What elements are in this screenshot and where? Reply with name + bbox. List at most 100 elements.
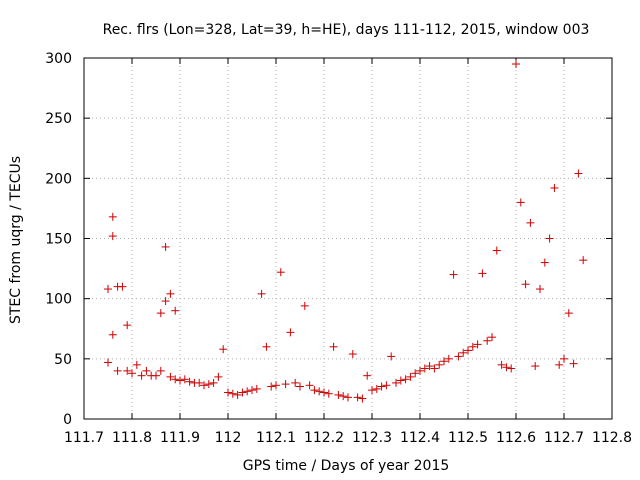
data-point xyxy=(368,386,376,395)
data-point xyxy=(387,352,396,361)
data-point xyxy=(281,380,290,389)
data-point xyxy=(382,381,391,390)
y-tick-labels: 0 50 100 150 200 250 300 xyxy=(45,51,72,428)
data-point xyxy=(243,387,252,396)
data-point xyxy=(137,371,146,380)
x-tick-label: 112 xyxy=(215,430,242,446)
data-point xyxy=(444,354,453,363)
data-point xyxy=(334,390,343,399)
data-point xyxy=(569,359,578,368)
data-point xyxy=(502,363,511,372)
data-point xyxy=(420,364,429,373)
y-axis-label: STEC from uqrg / TECUs xyxy=(8,156,24,324)
data-point xyxy=(209,378,218,387)
data-point xyxy=(296,382,304,391)
data-point xyxy=(411,369,420,378)
data-point xyxy=(156,309,165,318)
data-point xyxy=(531,362,540,371)
data-point xyxy=(267,382,276,391)
y-tick-label: 250 xyxy=(45,111,72,127)
x-tick-label: 112.6 xyxy=(496,430,536,446)
data-point xyxy=(440,357,448,366)
data-point xyxy=(185,377,194,386)
y-tick-label: 300 xyxy=(45,51,72,67)
x-tick-label: 111.8 xyxy=(112,430,152,446)
grid xyxy=(84,58,612,419)
data-point xyxy=(560,354,568,363)
data-point xyxy=(492,246,501,255)
data-point xyxy=(488,333,496,342)
data-point xyxy=(564,309,573,318)
y-tick-label: 50 xyxy=(54,352,72,368)
data-point xyxy=(545,234,554,243)
data-point xyxy=(324,389,333,398)
data-point xyxy=(377,382,386,391)
data-point xyxy=(123,366,132,375)
data-point xyxy=(497,360,506,369)
data-point xyxy=(430,364,439,373)
data-point xyxy=(142,366,151,375)
data-point xyxy=(132,360,141,369)
data-point xyxy=(161,242,170,251)
data-point xyxy=(180,375,189,384)
data-point xyxy=(228,389,237,398)
x-tick-labels: 111.7 111.8 111.9 112 112.1 112.2 112.3 112.4 11… xyxy=(64,430,632,446)
data-point xyxy=(108,232,117,241)
data-point xyxy=(128,369,136,378)
data-point xyxy=(526,218,535,227)
data-point xyxy=(300,301,309,310)
data-point xyxy=(536,285,544,294)
data-point xyxy=(108,330,117,339)
data-point xyxy=(315,387,324,396)
data-point xyxy=(238,388,247,397)
data-point xyxy=(257,289,266,298)
x-axis-label: GPS time / Days of year 2015 xyxy=(243,458,450,474)
data-point xyxy=(512,60,520,69)
data-point xyxy=(108,212,117,221)
data-point xyxy=(200,381,208,390)
data-point xyxy=(416,366,424,375)
y-tick-label: 200 xyxy=(45,171,72,187)
data-point xyxy=(521,280,530,289)
data-point xyxy=(396,376,405,385)
data-point xyxy=(305,381,314,390)
data-point xyxy=(219,345,228,354)
data-points xyxy=(104,60,588,403)
data-point xyxy=(363,371,372,380)
data-point xyxy=(248,386,256,395)
y-tick-label: 100 xyxy=(45,292,72,308)
x-tick-label: 112.3 xyxy=(352,430,392,446)
data-point xyxy=(320,388,328,397)
data-point xyxy=(579,256,588,265)
data-point xyxy=(286,328,295,337)
data-point xyxy=(176,376,184,385)
data-point xyxy=(348,350,357,359)
data-point xyxy=(123,321,132,330)
x-tick-label: 112.1 xyxy=(256,430,296,446)
data-point xyxy=(171,306,180,315)
data-point xyxy=(339,392,348,401)
data-point xyxy=(262,342,271,351)
data-point xyxy=(468,342,477,351)
data-point xyxy=(310,386,319,395)
data-point xyxy=(464,346,472,355)
x-tick-label: 112.4 xyxy=(400,430,440,446)
data-point xyxy=(372,384,381,393)
data-point xyxy=(276,268,285,277)
chart-title: Rec. flrs (Lon=328, Lat=39, h=HE), days … xyxy=(103,22,590,38)
y-tick-label: 150 xyxy=(45,232,72,248)
data-point xyxy=(459,348,468,357)
data-point xyxy=(104,285,112,294)
data-point xyxy=(171,375,180,384)
data-point xyxy=(224,388,232,397)
data-point xyxy=(550,183,559,192)
data-point xyxy=(252,384,261,393)
data-point xyxy=(454,352,463,361)
data-point xyxy=(425,362,434,371)
data-point xyxy=(272,381,280,390)
data-point xyxy=(161,297,170,306)
data-point xyxy=(329,342,338,351)
data-point xyxy=(166,372,175,381)
